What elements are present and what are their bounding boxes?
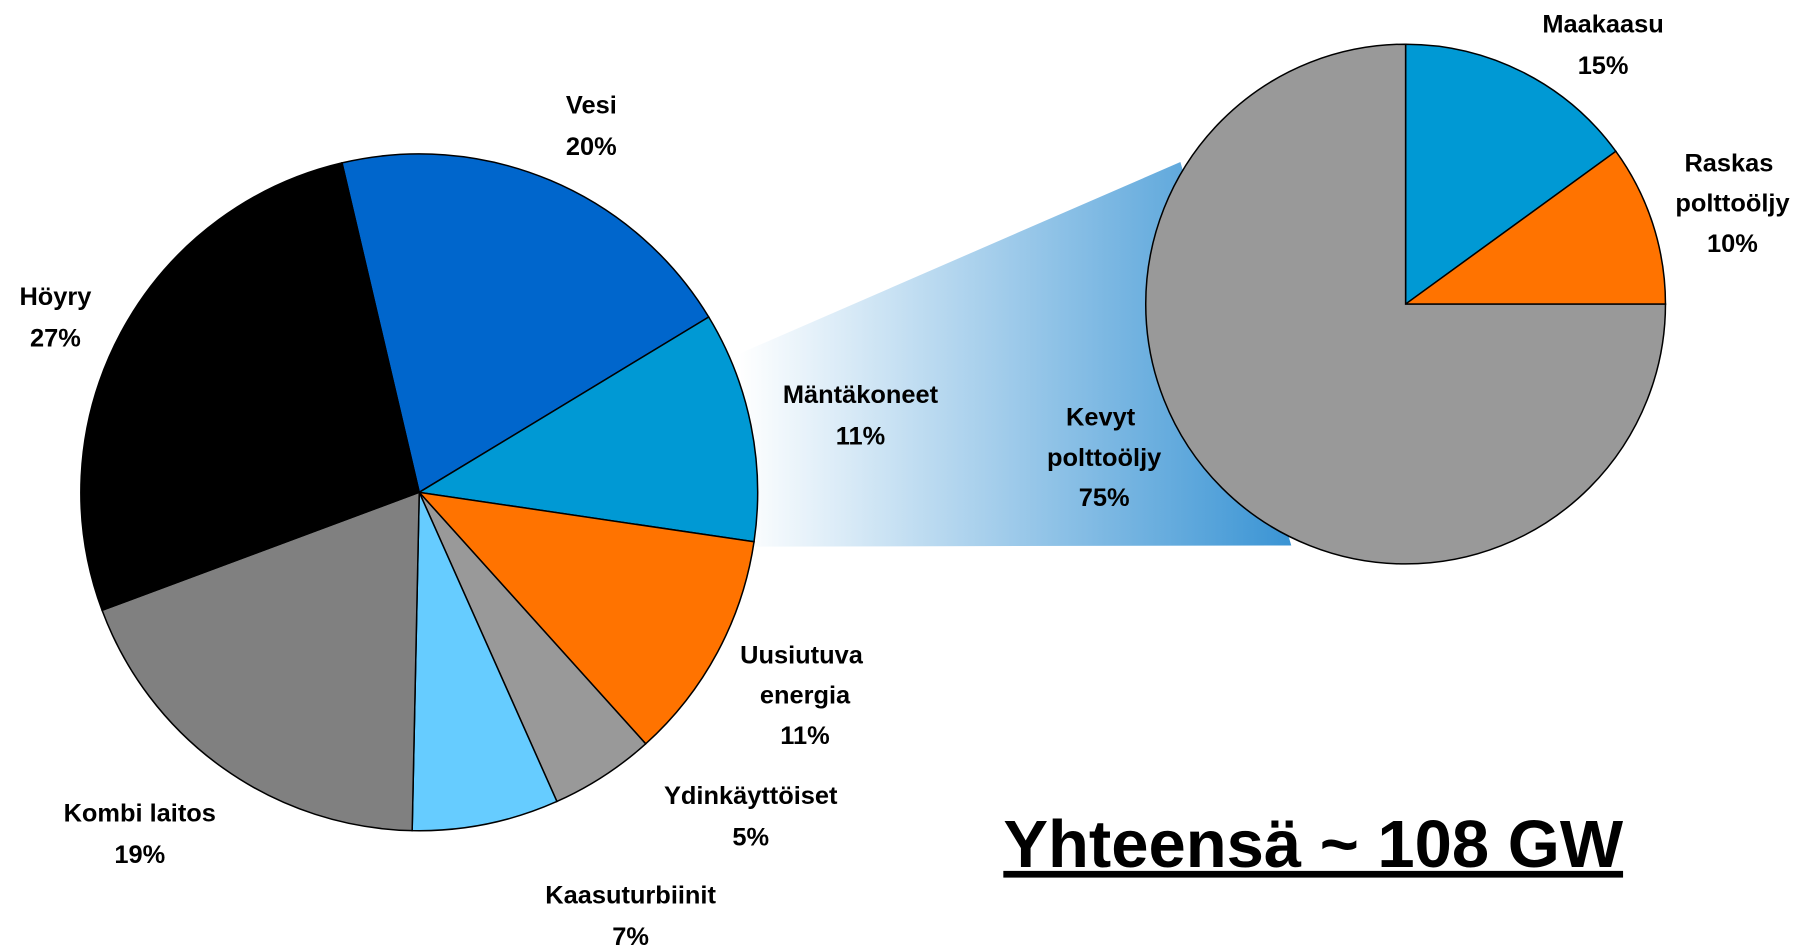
pie-slice: [417, 491, 755, 745]
slice-value-label: 20%: [566, 133, 617, 161]
slice-value-label: 11%: [836, 423, 885, 451]
total-annotation: Yhteensä ~ 108 GW: [1003, 807, 1624, 882]
slice-label-line: Raskas: [1684, 149, 1780, 177]
slice-label-line: energia: [760, 681, 851, 709]
slice-value-label: 27%: [30, 325, 81, 353]
slice-value-label: 10%: [1707, 230, 1758, 258]
pie-slice: [417, 315, 759, 543]
slice-value-label: 15%: [1578, 52, 1629, 80]
slice-label: Kombi laitos: [64, 799, 216, 827]
slice-value-label: 7%: [612, 923, 649, 950]
slice-label: Vesi: [566, 91, 617, 119]
slice-label-line: polttoöljy: [1047, 444, 1161, 472]
slice-label: Ydinkäyttöiset: [664, 782, 838, 810]
pie-slice: [101, 491, 421, 832]
slice-label: Uusiutuva energia: [740, 641, 870, 709]
slice-label: Kevyt polttoöljy: [1047, 403, 1161, 471]
pie-slice: [1403, 150, 1667, 305]
slice-value-label: 11%: [780, 722, 829, 750]
slice-label-line: polttoöljy: [1675, 189, 1789, 217]
slice-label: Kaasuturbiinit: [545, 881, 716, 909]
slice-value-label: 5%: [732, 824, 769, 852]
slice-label: Mäntäkoneet: [783, 381, 939, 409]
slice-label: Höyry: [19, 283, 91, 311]
slice-label: Raskas polttoöljy: [1675, 149, 1789, 217]
pie-slice: [1404, 43, 1617, 306]
slice-label: Maakaasu: [1542, 10, 1663, 38]
slice-value-label: 19%: [114, 841, 165, 869]
pie-slice: [80, 161, 421, 612]
pie-slice: [1145, 43, 1667, 565]
slice-label-line: Kevyt: [1066, 403, 1142, 431]
pie-slice: [411, 492, 558, 832]
pie-slice: [341, 153, 710, 494]
slice-value-label: 75%: [1079, 484, 1130, 512]
slice-label-line: Uusiutuva: [740, 641, 870, 669]
